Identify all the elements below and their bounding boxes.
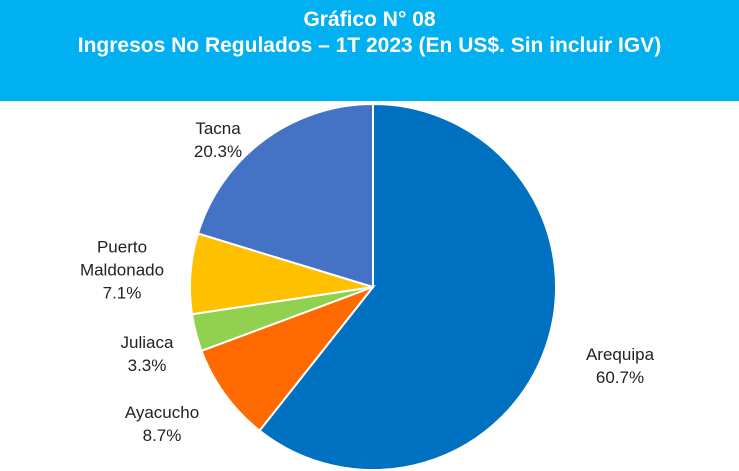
category-label: Arequipa xyxy=(585,345,655,364)
value-label: 8.7% xyxy=(142,426,182,445)
slice-label: Arequipa 60.7% xyxy=(560,343,680,389)
slice-label: Juliaca 3.3% xyxy=(87,331,207,377)
chart-title: Gráfico N° 08 xyxy=(303,8,436,31)
pie-slice xyxy=(196,102,374,289)
chart-subtitle: Ingresos No Regulados – 1T 2023 (En US$.… xyxy=(77,34,662,57)
category-label: Juliaca xyxy=(120,333,174,352)
pie-slice xyxy=(258,102,557,471)
value-label: 20.3% xyxy=(193,142,243,161)
category-label: Puerto Maldonado xyxy=(79,237,165,280)
slice-label: Ayacucho 8.7% xyxy=(102,401,222,447)
value-label: 3.3% xyxy=(127,356,167,375)
category-label: Ayacucho xyxy=(124,403,200,422)
value-label: 60.7% xyxy=(595,368,645,387)
value-label: 7.1% xyxy=(102,283,142,303)
title-banner: Gráfico N° 08 Ingresos No Regulados – 1T… xyxy=(0,0,739,101)
category-label: Tacna xyxy=(195,119,241,138)
slice-label: Puerto Maldonado 7.1% xyxy=(72,236,172,305)
slice-label: Tacna 20.3% xyxy=(158,117,278,163)
pie-slice xyxy=(200,284,376,433)
